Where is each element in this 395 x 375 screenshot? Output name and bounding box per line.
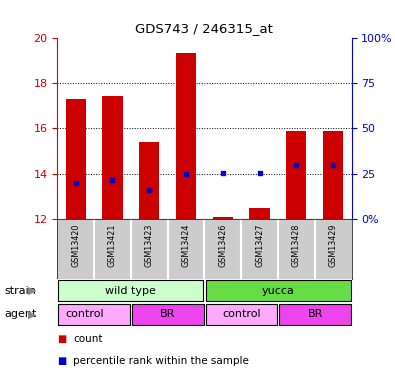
Bar	[58, 304, 130, 325]
Title: GDS743 / 246315_at: GDS743 / 246315_at	[135, 22, 273, 35]
Text: wild type: wild type	[105, 285, 156, 296]
Text: control: control	[65, 309, 103, 320]
Text: GSM13423: GSM13423	[145, 224, 154, 267]
Text: ▶: ▶	[28, 309, 37, 320]
Text: BR: BR	[307, 309, 323, 320]
Text: GSM13424: GSM13424	[182, 224, 190, 267]
Bar	[323, 130, 343, 219]
Bar	[66, 99, 86, 219]
Text: BR: BR	[160, 309, 176, 320]
Text: GSM13426: GSM13426	[218, 224, 227, 267]
Bar	[250, 208, 270, 219]
Text: ■: ■	[57, 334, 66, 344]
Bar	[132, 304, 204, 325]
Text: ▶: ▶	[28, 285, 37, 296]
Text: GSM13428: GSM13428	[292, 224, 301, 267]
Text: percentile rank within the sample: percentile rank within the sample	[73, 356, 249, 366]
Bar	[279, 304, 351, 325]
Text: strain: strain	[4, 285, 36, 296]
Text: yucca: yucca	[261, 285, 294, 296]
Text: GSM13427: GSM13427	[255, 224, 264, 267]
Bar	[139, 142, 159, 219]
Bar	[102, 96, 122, 219]
Text: GSM13420: GSM13420	[71, 224, 80, 267]
Bar	[58, 280, 203, 301]
Text: control: control	[222, 309, 261, 320]
Text: agent: agent	[4, 309, 36, 320]
Text: GSM13429: GSM13429	[329, 224, 338, 267]
Bar	[206, 304, 277, 325]
Bar	[176, 53, 196, 219]
Bar	[286, 130, 307, 219]
Text: count: count	[73, 334, 103, 344]
Bar	[213, 217, 233, 219]
Bar	[206, 280, 351, 301]
Text: GSM13421: GSM13421	[108, 224, 117, 267]
Text: ■: ■	[57, 356, 66, 366]
